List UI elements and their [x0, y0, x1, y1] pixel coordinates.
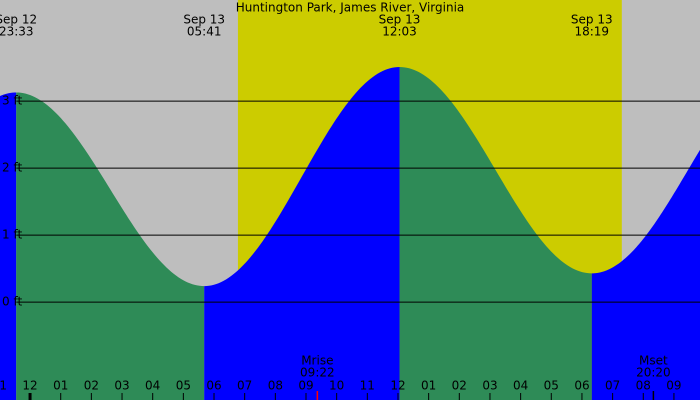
tide-segment — [204, 67, 400, 400]
tide-segment — [0, 92, 17, 400]
x-tick-label: 12 — [22, 379, 37, 393]
x-tick-label: 08 — [636, 379, 651, 393]
x-tick-label: 03 — [482, 379, 497, 393]
x-tick-label: 01 — [421, 379, 436, 393]
x-tick-label: 07 — [605, 379, 620, 393]
y-tick-label: 0 ft — [2, 295, 22, 309]
moon-label: Mrise — [301, 354, 333, 368]
x-tick-label: 11 — [0, 379, 7, 393]
event-date: Sep 12 — [0, 13, 37, 27]
x-tick-label: 07 — [237, 379, 252, 393]
tide-segment — [399, 67, 592, 400]
event-time: 23:33 — [0, 25, 34, 39]
x-tick-label: 08 — [268, 379, 283, 393]
moon-time: 09:22 — [300, 366, 335, 380]
x-tick-label: 04 — [513, 379, 528, 393]
event-date: Sep 13 — [571, 13, 613, 27]
moon-label: Mset — [639, 354, 668, 368]
x-tick-label: 06 — [574, 379, 589, 393]
x-tick-label: 11 — [360, 379, 375, 393]
x-tick-label: 02 — [452, 379, 467, 393]
tide-segment — [591, 149, 700, 400]
x-tick-label: 04 — [145, 379, 160, 393]
event-date: Sep 13 — [183, 13, 225, 27]
x-tick-label: 09 — [298, 379, 313, 393]
y-tick-label: 2 ft — [2, 161, 22, 175]
x-tick-label: 01 — [53, 379, 68, 393]
event-time: 18:19 — [574, 25, 609, 39]
moon-time: 20:20 — [636, 366, 671, 380]
x-tick-label: 05 — [544, 379, 559, 393]
x-tick-label: 03 — [114, 379, 129, 393]
x-tick-label: 02 — [84, 379, 99, 393]
event-date: Sep 13 — [379, 13, 421, 27]
x-tick-label: 05 — [176, 379, 191, 393]
x-tick-label: 12 — [390, 379, 405, 393]
x-tick-label: 06 — [206, 379, 221, 393]
y-tick-label: 3 ft — [2, 94, 22, 108]
event-time: 12:03 — [382, 25, 417, 39]
tide-segment — [16, 92, 205, 400]
x-tick-label: 09 — [666, 379, 681, 393]
x-tick-label: 10 — [329, 379, 344, 393]
chart-title: Huntington Park, James River, Virginia — [236, 1, 465, 15]
y-tick-label: 1 ft — [2, 228, 22, 242]
event-time: 05:41 — [187, 25, 222, 39]
